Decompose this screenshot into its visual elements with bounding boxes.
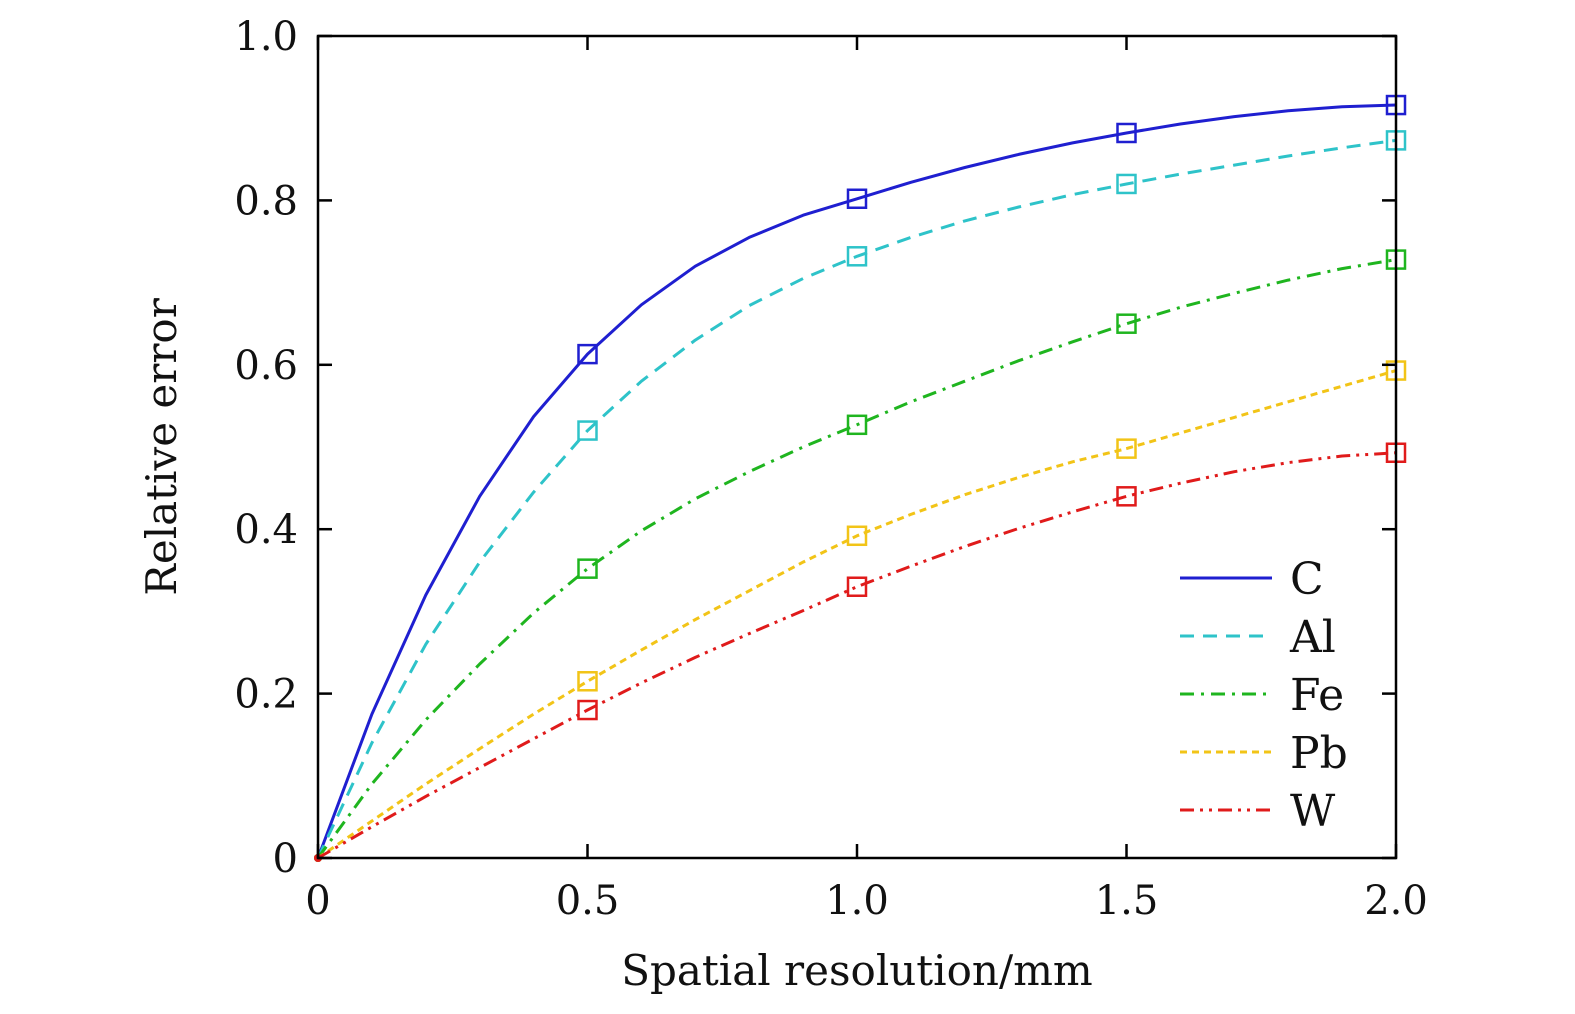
plot-frame	[316, 34, 1398, 860]
legend-item-fe: Fe	[1180, 670, 1344, 721]
data-point-marker	[1116, 122, 1137, 144]
series-line-al	[316, 138, 1397, 859]
y-tick-label: 0	[273, 836, 298, 882]
data-point-marker	[577, 420, 598, 441]
series-c	[314, 94, 1407, 862]
data-point-marker	[1116, 438, 1137, 459]
data-point-marker	[1116, 486, 1137, 507]
data-point-marker	[1116, 313, 1137, 334]
axes-layer: 0 0.5 1.0 1.5 2.0 0 0.2 0.4 0.6 0.8 1.0	[234, 14, 1427, 924]
data-point-marker	[846, 188, 868, 210]
y-tick-label: 0.8	[234, 178, 298, 224]
data-point-marker	[577, 558, 598, 579]
y-tick-label: 1.0	[234, 14, 298, 60]
legend: C Al Fe Pb W	[1180, 554, 1348, 837]
legend-label: Pb	[1290, 728, 1348, 779]
y-axis-title: Relative error	[137, 297, 186, 595]
data-point-marker	[577, 699, 598, 721]
data-point-marker	[846, 414, 868, 436]
series-layer	[314, 94, 1407, 862]
legend-item-al: Al	[1180, 612, 1336, 663]
data-point-marker	[577, 343, 598, 365]
series-line-w	[317, 451, 1397, 860]
x-tick-label: 1.5	[1095, 878, 1159, 924]
legend-item-w: W	[1180, 786, 1336, 837]
x-tick-label: 0.5	[556, 878, 620, 924]
legend-label: C	[1290, 554, 1324, 605]
data-point-marker	[846, 576, 868, 597]
series-pb	[314, 360, 1407, 862]
x-tick-label: 1.0	[825, 878, 889, 924]
y-tick-label: 0.6	[234, 343, 298, 389]
data-point-marker	[846, 525, 868, 547]
legend-label: Al	[1289, 612, 1336, 663]
legend-item-c: C	[1180, 554, 1324, 605]
series-line-c	[316, 103, 1397, 859]
y-tick-label: 0.4	[234, 507, 298, 553]
data-point-marker	[1116, 173, 1137, 195]
legend-item-pb: Pb	[1180, 728, 1348, 779]
data-point-marker	[577, 671, 598, 692]
x-tick-label: 0	[305, 878, 330, 924]
y-tick-label: 0.2	[234, 672, 298, 718]
x-axis-title: Spatial resolution/mm	[621, 946, 1093, 995]
x-tick-label: 2.0	[1364, 878, 1428, 924]
series-line-fe	[316, 258, 1397, 859]
legend-label: W	[1290, 786, 1336, 837]
data-point-marker	[846, 246, 868, 267]
series-line-pb	[317, 369, 1397, 860]
series-w	[314, 442, 1407, 862]
legend-label: Fe	[1290, 670, 1344, 721]
